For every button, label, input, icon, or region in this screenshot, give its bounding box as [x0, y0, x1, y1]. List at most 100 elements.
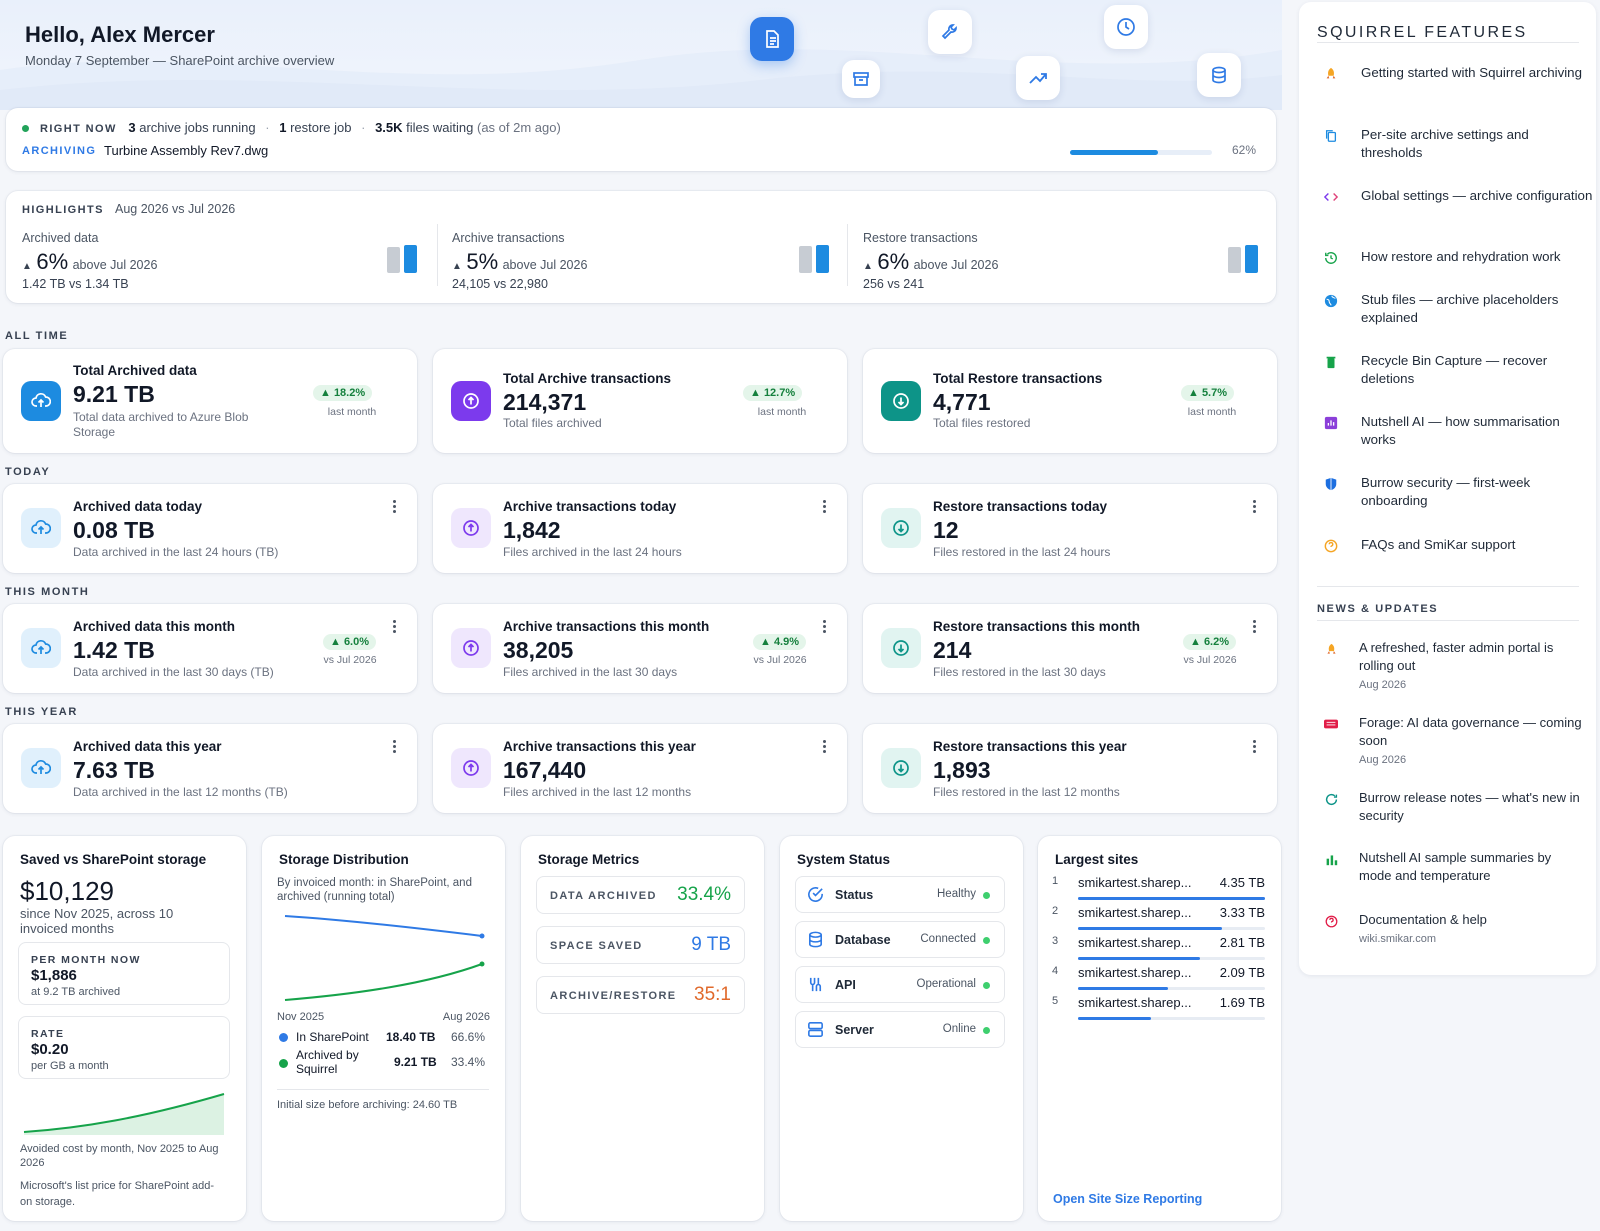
highlights-label: HIGHLIGHTS [22, 204, 104, 216]
more-menu-icon[interactable] [1253, 500, 1257, 514]
feature-link[interactable]: Global settings — archive configuration [1323, 187, 1593, 205]
metric-card-total-restore-transactions[interactable]: Total Restore transactions 4,771 Total f… [863, 349, 1277, 453]
metric-title: Restore transactions today [933, 499, 1108, 514]
metric-description: Files restored in the last 24 hours [933, 545, 1111, 559]
greeting: Hello, Alex Mercer [25, 22, 215, 47]
status-row-status: Status Healthy [795, 876, 1005, 913]
highlight-bar-current [1245, 245, 1258, 273]
more-menu-icon[interactable] [823, 500, 827, 514]
feature-link[interactable]: Recycle Bin Capture — recover deletions [1323, 352, 1593, 388]
legend-pct: 66.6% [450, 1030, 485, 1044]
right-sidebar: SQUIRREL FEATURES Getting started with S… [1299, 2, 1596, 975]
archiving-file: Turbine Assembly Rev7.dwg [104, 143, 269, 158]
metric-value: 1.42 TB [73, 637, 155, 663]
upload-circle-icon [451, 508, 491, 548]
change-badge: ▲ 6.2% [1183, 634, 1237, 650]
feature-link[interactable]: Getting started with Squirrel archiving [1323, 64, 1593, 82]
per-month-label: PER MONTH NOW [31, 954, 141, 966]
site-name: smikartest.sharep... [1078, 995, 1192, 1010]
metric-description: Files restored in the last 12 months [933, 785, 1120, 799]
metric-title: Restore transactions this month [933, 619, 1141, 634]
section-all-time: ALL TIME [5, 330, 69, 342]
section-this-month: THIS MONTH [5, 586, 90, 598]
news-item[interactable]: Documentation & help wiki.smikar.com [1323, 911, 1583, 948]
metric-card-restore-transactions-this-month[interactable]: Restore transactions this month 214 File… [863, 604, 1277, 693]
metric-card-total-archived-data[interactable]: Total Archived data 9.21 TB Total data a… [3, 349, 417, 453]
rocket-icon [1323, 66, 1339, 82]
highlight-above: above Jul 2026 [913, 258, 999, 272]
highlight-above: above Jul 2026 [72, 258, 158, 272]
right-now-label: RIGHT NOW [40, 123, 117, 135]
metric-row-value: 35:1 [694, 984, 731, 1005]
news-label: Nutshell AI sample summaries by mode and… [1359, 850, 1552, 883]
more-menu-icon[interactable] [393, 500, 397, 514]
more-menu-icon[interactable] [393, 740, 397, 754]
upload-circle-icon [451, 748, 491, 788]
feature-link[interactable]: Nutshell AI — how summarisation works [1323, 413, 1593, 449]
archive-box-icon[interactable] [842, 60, 880, 98]
metric-card-archived-data-today[interactable]: Archived data today 0.08 TB Data archive… [3, 484, 417, 573]
largest-sites-card: Largest sites 1 smikartest.sharep... 4.3… [1038, 836, 1281, 1221]
trend-up-icon[interactable] [1016, 56, 1060, 100]
server-icon [806, 1020, 825, 1044]
status-label: API [835, 978, 856, 992]
feature-label: Nutshell AI — how summarisation works [1361, 414, 1560, 447]
metric-card-restore-transactions-this-year[interactable]: Restore transactions this year 1,893 Fil… [863, 724, 1277, 813]
metric-title: Total Archived data [73, 363, 197, 378]
cloud-upload-icon [21, 748, 61, 788]
highlight-archive-transactions: Archive transactions ▲ 5% above Jul 2026… [452, 231, 588, 291]
metric-card-archive-transactions-today[interactable]: Archive transactions today 1,842 Files a… [433, 484, 847, 573]
feature-link[interactable]: Burrow security — first-week onboarding [1323, 474, 1593, 510]
download-circle-icon [881, 381, 921, 421]
news-item[interactable]: Forage: AI data governance — coming soon… [1323, 714, 1583, 769]
cloud-upload-icon [21, 628, 61, 668]
more-menu-icon[interactable] [823, 620, 827, 634]
more-menu-icon[interactable] [1253, 740, 1257, 754]
news-item[interactable]: Nutshell AI sample summaries by mode and… [1323, 849, 1583, 885]
trash-icon [1323, 354, 1339, 370]
feature-link[interactable]: How restore and rehydration work [1323, 248, 1593, 266]
metric-row-value: 33.4% [677, 884, 731, 905]
news-item[interactable]: Burrow release notes — what's new in sec… [1323, 789, 1583, 825]
metric-card-total-archive-transactions[interactable]: Total Archive transactions 214,371 Total… [433, 349, 847, 453]
site-name: smikartest.sharep... [1078, 935, 1192, 950]
archive-progress-bar [1070, 150, 1212, 155]
more-menu-icon[interactable] [1253, 620, 1257, 634]
more-menu-icon[interactable] [823, 740, 827, 754]
metric-title: Archive transactions today [503, 499, 677, 514]
clock-icon[interactable] [1104, 5, 1148, 49]
document-icon[interactable] [750, 17, 794, 61]
highlights-period: Aug 2026 vs Jul 2026 [115, 202, 236, 216]
wrench-icon[interactable] [928, 10, 972, 54]
section-today: TODAY [5, 466, 51, 478]
site-rank: 2 [1052, 905, 1059, 917]
site-size-bar [1078, 1017, 1265, 1020]
feature-link[interactable]: Stub files — archive placeholders explai… [1323, 291, 1593, 327]
more-menu-icon[interactable] [393, 620, 397, 634]
feature-link[interactable]: Per-site archive settings and thresholds [1323, 126, 1593, 162]
x-axis-end: Aug 2026 [442, 1011, 490, 1023]
highlight-title: Archive transactions [452, 231, 565, 245]
change-badge: ▲ 4.9% [753, 634, 807, 650]
metric-row-label: DATA ARCHIVED [550, 890, 657, 902]
metric-title: Restore transactions this year [933, 739, 1127, 754]
open-site-size-reporting-link[interactable]: Open Site Size Reporting [1053, 1192, 1203, 1206]
feature-label: Global settings — archive configuration [1361, 188, 1593, 203]
metric-card-archive-transactions-this-month[interactable]: Archive transactions this month 38,205 F… [433, 604, 847, 693]
metric-title: Archived data today [73, 499, 203, 514]
highlight-compare: 1.42 TB vs 1.34 TB [22, 277, 129, 291]
metric-card-archived-data-this-month[interactable]: Archived data this month 1.42 TB Data ar… [3, 604, 417, 693]
metric-title: Archive transactions this year [503, 739, 696, 754]
rate-value: $0.20 [31, 1041, 69, 1058]
metric-card-archived-data-this-year[interactable]: Archived data this year 7.63 TB Data arc… [3, 724, 417, 813]
news-item[interactable]: A refreshed, faster admin portal is roll… [1323, 639, 1583, 694]
database-icon[interactable] [1197, 53, 1241, 97]
in-sharepoint-line [284, 915, 483, 937]
feature-link[interactable]: FAQs and SmiKar support [1323, 536, 1593, 554]
metric-card-archive-transactions-this-year[interactable]: Archive transactions this year 167,440 F… [433, 724, 847, 813]
change-label: last month [757, 406, 807, 418]
feature-label: Getting started with Squirrel archiving [1361, 65, 1582, 80]
page-subtitle: Monday 7 September — SharePoint archive … [25, 53, 335, 68]
distribution-line-chart [284, 915, 485, 1001]
metric-card-restore-transactions-today[interactable]: Restore transactions today 12 Files rest… [863, 484, 1277, 573]
